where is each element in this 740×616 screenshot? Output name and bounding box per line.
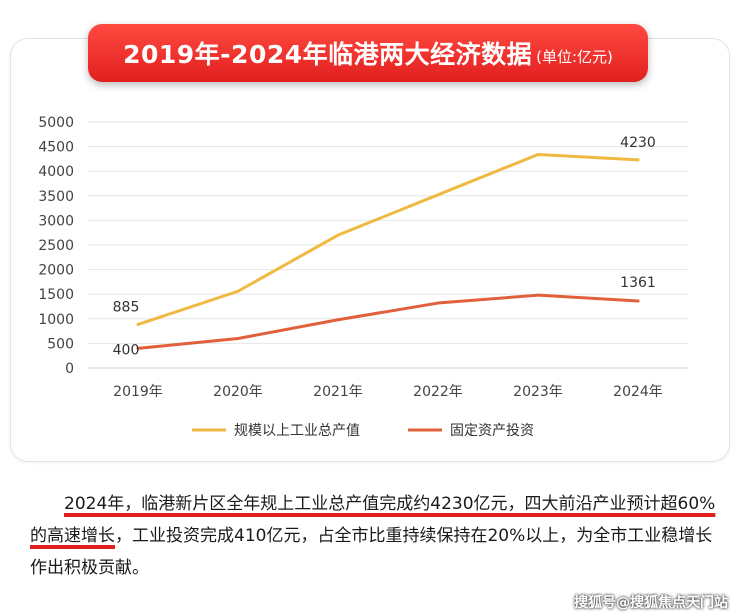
chart-unit: (单位:亿元) [536, 47, 613, 66]
x-tick-label: 2021年 [313, 384, 363, 400]
legend: 规模以上工业总产值 固定资产投资 [192, 423, 534, 439]
series-line-2 [136, 293, 640, 350]
data-point [336, 233, 340, 237]
data-point [536, 293, 540, 297]
x-tick-label: 2022年 [413, 384, 463, 400]
x-tick-label: 2019年 [113, 384, 163, 400]
y-tick-label: 500 [47, 336, 74, 352]
legend-label: 固定资产投资 [450, 423, 534, 439]
data-point [436, 193, 440, 197]
watermark: 搜狐号@搜狐焦点天门站 [574, 595, 728, 611]
line-chart: 0 500 1000 1500 2000 2500 3000 3500 4000 4500 5000… [38, 115, 688, 439]
series-line-1 [136, 152, 640, 326]
body-text: ，工业投资完成410亿元，占全市比重持续保持在20%以上，为全市工业稳增长作出积… [30, 526, 713, 578]
data-label: 4230 [620, 135, 656, 151]
title-banner: 2019年-2024年临港两大经济数据 (单位:亿元) [88, 24, 648, 82]
y-tick-label: 3000 [38, 213, 74, 229]
data-label: 400 [113, 342, 140, 358]
y-tick-label: 1500 [38, 287, 74, 303]
y-tick-label: 2500 [38, 238, 74, 254]
y-tick-label: 3500 [38, 189, 74, 205]
data-point [636, 299, 640, 303]
data-point [436, 301, 440, 305]
data-point [336, 318, 340, 322]
description-paragraph: 2024年，临港新片区全年规上工业总产值完成约4230亿元，四大前沿产业预计超6… [30, 488, 720, 584]
data-point [636, 158, 640, 162]
y-tick-label: 4000 [38, 164, 74, 180]
highlighted-text: 2024年，临港新片区全年规上工业总产值完成约4230亿元，四大前沿产业预计超6… [30, 494, 716, 546]
x-tick-label: 2023年 [513, 384, 563, 400]
legend-label: 规模以上工业总产值 [234, 423, 360, 439]
data-point [236, 336, 240, 340]
data-point [136, 346, 140, 350]
y-tick-label: 0 [65, 361, 74, 377]
x-tick-label: 2020年 [213, 384, 263, 400]
chart-card [10, 38, 730, 462]
data-label: 885 [113, 299, 140, 315]
data-point [236, 289, 240, 293]
y-tick-label: 5000 [38, 115, 74, 131]
data-labels: 885 4230 400 1361 [113, 135, 656, 358]
data-point [536, 152, 540, 156]
y-axis: 0 500 1000 1500 2000 2500 3000 3500 4000 4500 5000 [38, 115, 74, 377]
y-tick-label: 1000 [38, 312, 74, 328]
y-tick-label: 2000 [38, 263, 74, 279]
data-point [136, 322, 140, 326]
data-label: 1361 [620, 275, 656, 291]
y-tick-label: 4500 [38, 140, 74, 156]
chart-title: 2019年-2024年临港两大经济数据 [123, 40, 533, 69]
series-lines [136, 152, 640, 350]
x-axis: 2019年 2020年 2021年 2022年 2023年 2024年 [113, 384, 663, 400]
x-tick-label: 2024年 [613, 384, 663, 400]
